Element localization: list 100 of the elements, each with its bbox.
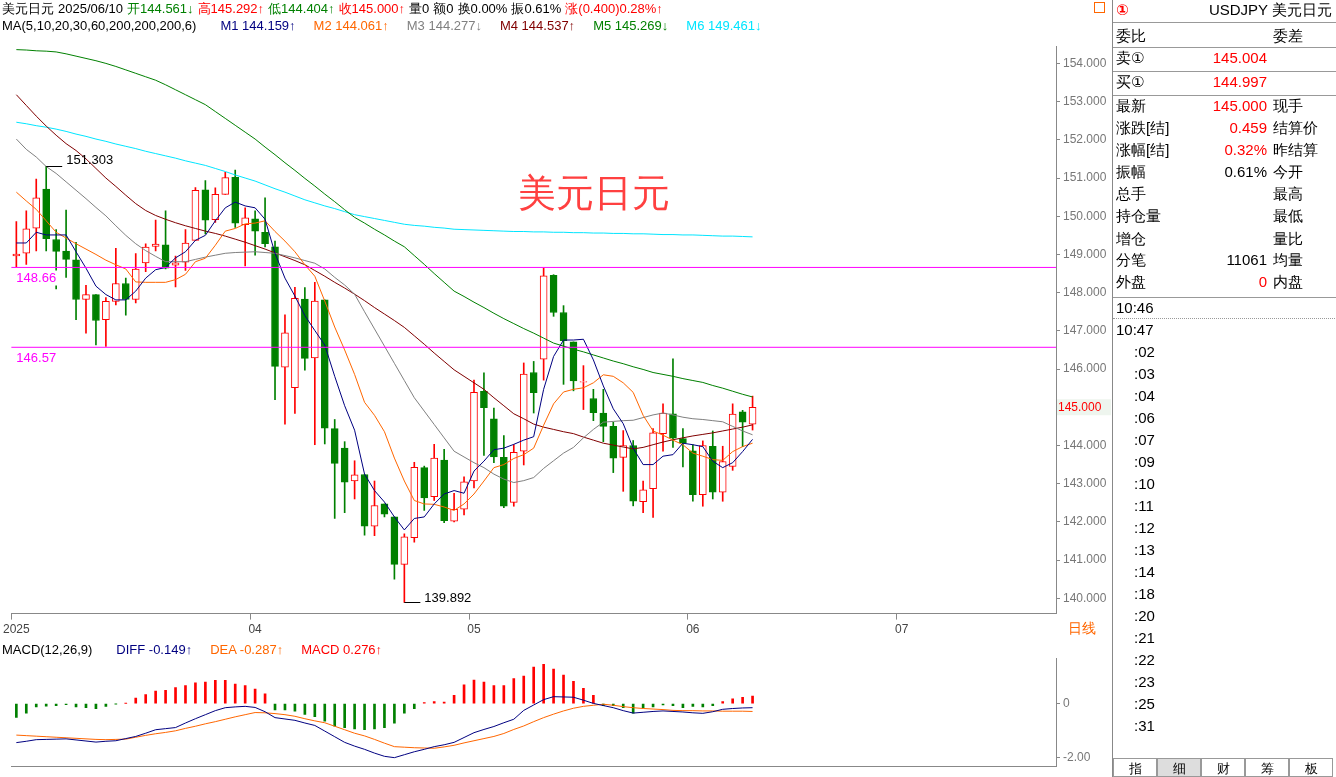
text: 145.000 <box>1212 96 1267 116</box>
text: 今开 <box>1273 162 1303 182</box>
text: 均量 <box>1273 250 1303 270</box>
text: 144.997 <box>1212 72 1267 92</box>
y-tick-label: 141.000 <box>1063 552 1107 567</box>
text: :20 <box>1134 606 1155 626</box>
text: 涨跌[结] <box>1116 118 1170 138</box>
text: 11061 <box>1226 250 1267 270</box>
chart-title: 美元日元 <box>2 1 54 16</box>
text: 0.61% <box>1224 162 1267 182</box>
y-tick-label: 147.000 <box>1063 323 1107 338</box>
text: 昨结算 <box>1273 140 1318 160</box>
text: :11 <box>1134 496 1154 516</box>
text: M5 145.269↓ <box>593 18 669 33</box>
text: 开144.561↓ <box>127 1 194 16</box>
y-tick-label: 152.000 <box>1063 132 1107 147</box>
text: :12 <box>1134 518 1155 538</box>
text: 涨(0.400)0.28%↑ <box>565 1 663 16</box>
text: 分笔 <box>1116 250 1146 270</box>
text: 内盘 <box>1273 272 1303 292</box>
text: 0 <box>1258 272 1267 292</box>
text: M2 144.061↑ <box>313 18 389 33</box>
text: 总手 <box>1116 184 1146 204</box>
text: :14 <box>1134 562 1155 582</box>
y-tick-label: 0 <box>1063 695 1070 710</box>
text: 0.32% <box>1224 140 1267 160</box>
text: 细 <box>1157 758 1201 777</box>
y-tick-label: 150.000 <box>1063 208 1107 223</box>
text: 板 <box>1289 758 1333 777</box>
y-tick-label: 154.000 <box>1063 55 1107 70</box>
text: ① <box>1116 0 1129 20</box>
annotation: 美元日元 <box>518 171 670 216</box>
text: 量比 <box>1273 229 1303 249</box>
x-tick-label: 04 <box>248 622 263 637</box>
x-tick-label: 06 <box>686 622 700 637</box>
text: 增仓 <box>1116 229 1146 249</box>
text: 涨幅[结] <box>1116 140 1170 160</box>
text: 10:46 <box>1116 298 1154 318</box>
text: 高145.292↑ <box>197 1 265 16</box>
text: 最高 <box>1273 184 1303 204</box>
y-tick-label: -2.00 <box>1063 749 1091 764</box>
text: 0.459 <box>1229 118 1267 138</box>
text: :10 <box>1134 474 1155 494</box>
y-tick-label: 142.000 <box>1063 514 1107 529</box>
text: :31 <box>1134 716 1155 736</box>
text: :06 <box>1134 408 1155 428</box>
text: 现手 <box>1273 96 1303 116</box>
y-tick-label: 148.000 <box>1063 284 1107 299</box>
x-tick-label: 07 <box>895 622 909 637</box>
text: :22 <box>1134 650 1155 670</box>
text: 指 <box>1113 758 1157 777</box>
y-tick-label: 140.000 <box>1063 590 1107 605</box>
ref-line-label: 146.57 <box>16 350 57 366</box>
x-tick-label: 2025 <box>3 622 31 637</box>
text: 收145.000↑ <box>338 1 406 16</box>
text: :07 <box>1134 430 1155 450</box>
text: 委比 <box>1116 26 1146 46</box>
text: 2025/06/10 <box>58 1 124 16</box>
text: 最新 <box>1116 96 1146 116</box>
y-tick-label: 146.000 <box>1063 361 1107 376</box>
y-tick-label: 149.000 <box>1063 246 1107 261</box>
text: M4 144.537↑ <box>499 18 576 33</box>
y-tick-label: 153.000 <box>1063 93 1107 108</box>
text: 筹 <box>1245 758 1289 777</box>
text: 财 <box>1201 758 1245 777</box>
legend-title: MACD(12,26,9) <box>2 642 93 657</box>
text: 145.004 <box>1212 48 1267 68</box>
text: 振0.61% <box>511 1 562 16</box>
text: 额0 <box>433 1 454 16</box>
text: 换0.00% <box>457 1 508 16</box>
annotation: 139.892 <box>424 589 472 605</box>
text: 外盘 <box>1116 272 1146 292</box>
text: 结算价 <box>1273 118 1318 138</box>
text: M1 144.159↑ <box>220 18 296 33</box>
text: USDJPY 美元日元 <box>1208 0 1332 20</box>
text: DIFF -0.149↑ <box>116 642 193 657</box>
text: 买① <box>1116 72 1145 92</box>
text: :04 <box>1134 386 1155 406</box>
text: :13 <box>1134 540 1155 560</box>
text: 卖① <box>1116 48 1145 68</box>
y-tick-label: 151.000 <box>1063 170 1107 185</box>
text: :09 <box>1134 452 1155 472</box>
text: M3 144.277↓ <box>406 18 482 33</box>
text: DEA -0.287↑ <box>210 642 284 657</box>
text: :25 <box>1134 694 1155 714</box>
x-tick-label: 05 <box>467 622 481 637</box>
text: :18 <box>1134 584 1155 604</box>
text: 持仓量 <box>1116 206 1161 226</box>
text: M6 149.461↓ <box>686 18 762 33</box>
text: 量0 <box>409 1 430 16</box>
text: 145.000 <box>1058 400 1102 415</box>
text: :02 <box>1134 342 1155 362</box>
text: :21 <box>1134 628 1155 648</box>
legend-title: MA(5,10,20,30,60,200,200,200,6) <box>2 18 197 33</box>
y-tick-label: 143.000 <box>1063 476 1107 490</box>
text: 日线 <box>1068 620 1096 638</box>
text: 振幅 <box>1116 162 1146 182</box>
ref-line-label: 148.66 <box>16 270 57 286</box>
text: 最低 <box>1273 206 1303 226</box>
text: 低144.404↑ <box>268 1 335 16</box>
